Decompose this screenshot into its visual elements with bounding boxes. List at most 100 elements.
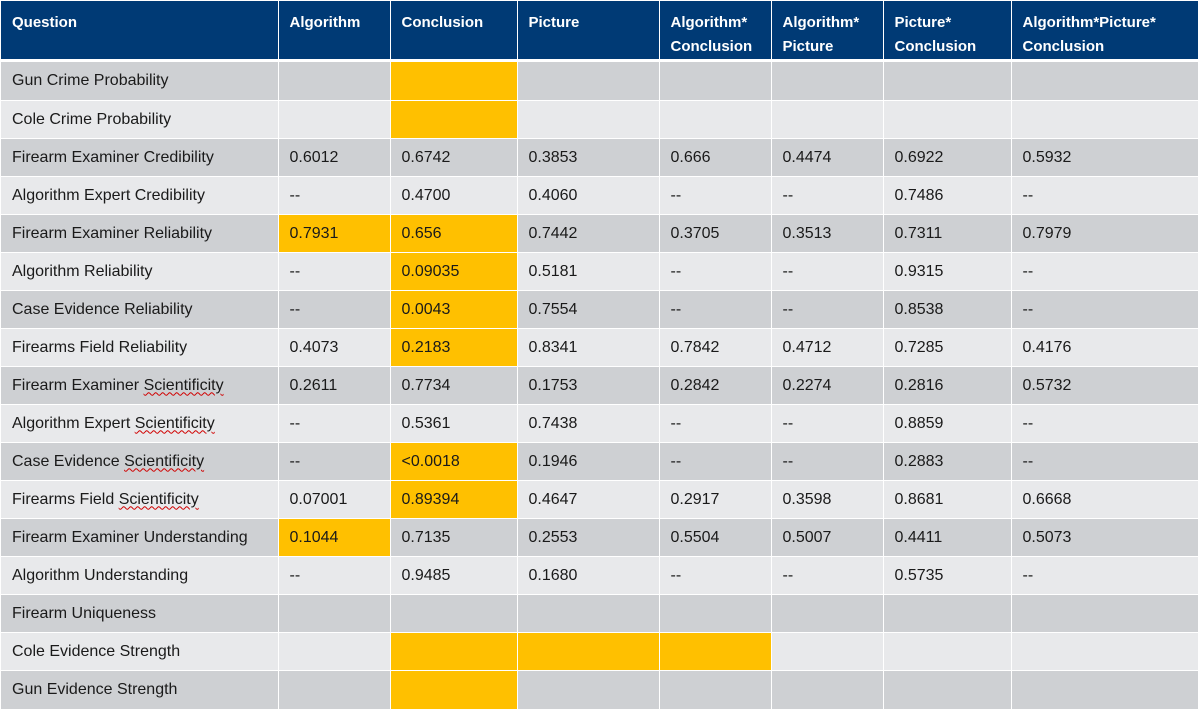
value-cell: 0.5361 [390,404,518,443]
value-cell: -- [771,176,884,215]
question-cell: Gun Evidence Strength [1,670,279,709]
header-row: Question Algorithm Conclusion Picture Algori… [1,1,1198,61]
value-cell: -- [659,404,772,443]
value-cell: 0.4700 [390,176,518,215]
value-cell: 0.1753 [517,366,660,405]
value-cell [278,594,391,633]
question-cell: Gun Crime Probability [1,59,279,101]
table-row: Algorithm Understanding -- 0.9485 0.1680 -- -… [1,556,1198,595]
value-cell [278,670,391,709]
value-cell [771,594,884,633]
value-cell: 0.7285 [883,328,1012,367]
value-cell: -- [278,252,391,291]
column-header-text: Picture [782,38,834,55]
value-cell [1011,594,1198,633]
column-header: Question [1,1,279,61]
spellcheck-underlined-word: Scientificity [134,414,215,432]
value-cell [883,670,1012,709]
table-row: Case Evidence Scientificity -- <0.0018 0.19… [1,442,1198,481]
column-header-text: Algorithm* [670,14,748,31]
value-cell: 0.7486 [883,176,1012,215]
question-cell: Cole Evidence Strength [1,632,279,671]
column-header: Algorithm* Conclusion [659,1,772,61]
table-row: Firearm Examiner Credibility 0.6012 0.6742… [1,138,1198,177]
value-cell [771,632,884,671]
value-cell: 0.5732 [1011,366,1198,405]
value-cell: 0.4411 [883,518,1012,557]
value-cell: 0.09035 [390,252,518,291]
question-text: Case Evidence [12,452,125,470]
column-header: Algorithm [278,1,391,61]
value-cell [1011,100,1198,139]
column-header: Conclusion [390,1,518,61]
value-cell: -- [1011,290,1198,329]
value-cell: -- [771,556,884,595]
table-row: Firearm Examiner Understanding 0.1044 0.71… [1,518,1198,557]
value-cell: 0.4647 [517,480,660,519]
question-cell: Firearm Examiner Scientificity [1,366,279,405]
table-row: Firearms Field Reliability 0.4073 0.2183 0.… [1,328,1198,367]
value-cell: 0.3853 [517,138,660,177]
question-text: Firearm Examiner [12,376,144,394]
value-cell [883,59,1012,101]
spellcheck-underlined-word: Scientificity [124,452,205,470]
column-header: Algorithm* Picture [771,1,884,61]
question-cell: Firearm Examiner Understanding [1,518,279,557]
question-cell: Firearm Uniqueness [1,594,279,633]
value-cell: -- [1011,404,1198,443]
value-cell: -- [1011,176,1198,215]
column-header-text: Algorithm*Picture* [1022,14,1156,31]
value-cell: 0.6012 [278,138,391,177]
value-cell: 0.7734 [390,366,518,405]
column-header-text: Conclusion [894,38,977,55]
table-row: Firearm Examiner Reliability 0.7931 0.656 0… [1,214,1198,253]
spellcheck-underlined-word: Scientificity [143,376,224,394]
column-header-text: Algorithm [289,14,361,31]
value-cell: 0.5735 [883,556,1012,595]
value-cell: 0.656 [390,214,518,253]
table-row: Firearm Uniqueness [1,594,1198,633]
question-cell: Algorithm Reliability [1,252,279,291]
value-cell [517,59,660,101]
value-cell: 0.7135 [390,518,518,557]
column-header-text: Picture* [894,14,952,31]
question-cell: Cole Crime Probability [1,100,279,139]
value-cell [659,100,772,139]
column-header-text: Picture [528,14,580,31]
question-cell: Algorithm Expert Credibility [1,176,279,215]
value-cell: 0.5932 [1011,138,1198,177]
value-cell: -- [659,290,772,329]
table-row: Firearms Field Scientificity 0.07001 0.893… [1,480,1198,519]
value-cell [771,670,884,709]
value-cell: 0.2883 [883,442,1012,481]
value-cell: 0.7442 [517,214,660,253]
value-cell: 0.6742 [390,138,518,177]
value-cell [517,100,660,139]
question-cell: Firearms Field Scientificity [1,480,279,519]
question-cell: Firearm Examiner Credibility [1,138,279,177]
value-cell [517,670,660,709]
value-cell [390,59,518,101]
value-cell: 0.4060 [517,176,660,215]
column-header-text: Conclusion [401,14,484,31]
value-cell [659,632,772,671]
column-header: Algorithm*Picture* Conclusion [1011,1,1198,61]
value-cell: 0.1946 [517,442,660,481]
value-cell [278,632,391,671]
table-row: Gun Crime Probability [1,59,1198,101]
value-cell: 0.0043 [390,290,518,329]
value-cell: -- [771,404,884,443]
value-cell: 0.2842 [659,366,772,405]
value-cell: -- [659,176,772,215]
value-cell: 0.8681 [883,480,1012,519]
table-row: Algorithm Expert Credibility -- 0.4700 0.40… [1,176,1198,215]
value-cell: -- [659,556,772,595]
value-cell: 0.5181 [517,252,660,291]
value-cell [1011,670,1198,709]
table-row: Algorithm Expert Scientificity -- 0.5361 0.… [1,404,1198,443]
value-cell: 0.5073 [1011,518,1198,557]
value-cell: -- [659,442,772,481]
question-cell: Case Evidence Scientificity [1,442,279,481]
value-cell [771,100,884,139]
